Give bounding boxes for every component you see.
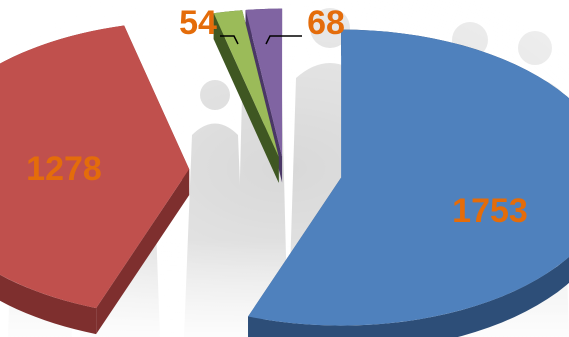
pie-slices [0, 8, 569, 337]
pie-slice-54 [213, 10, 279, 183]
leader-line-68 [265, 35, 302, 45]
pie-data-labels: 1753 1278 54 68 [26, 4, 528, 230]
data-label-1753: 1753 [452, 192, 528, 230]
pie-slice-1278 [0, 25, 190, 335]
data-label-1278: 1278 [26, 150, 102, 188]
pie-slice-1753 [248, 29, 569, 337]
leader-line-54 [220, 35, 239, 45]
data-label-68: 68 [307, 4, 345, 42]
data-label-54: 54 [179, 4, 217, 42]
